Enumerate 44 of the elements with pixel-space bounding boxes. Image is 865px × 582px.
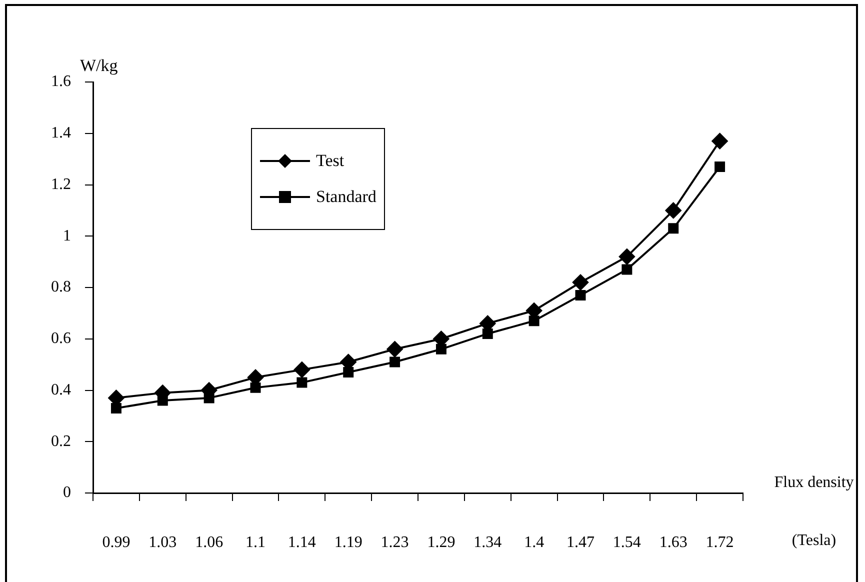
x-tick-label: 1.47: [566, 534, 594, 551]
x-tick-label: 1.34: [474, 534, 502, 551]
x-tick-label: 1.29: [427, 534, 456, 551]
x-tick-label: 1.06: [195, 534, 224, 551]
x-tick-label: 0.99: [102, 534, 130, 551]
x-tick-label: 1.19: [334, 534, 362, 551]
y-tick-label: 0.8: [51, 278, 71, 296]
y-tick-label: 0.2: [51, 432, 71, 450]
point: [343, 367, 354, 378]
y-tick-label: 1.4: [51, 124, 71, 142]
x-tick-label: 1.63: [659, 534, 688, 551]
point: [110, 402, 122, 414]
legend-label: Test: [316, 151, 344, 171]
y-tick-label: 1: [63, 227, 71, 244]
point: [622, 264, 632, 275]
x-tick-label: 1.23: [380, 534, 409, 551]
y-tick-label: 0.6: [51, 330, 71, 348]
point: [714, 162, 726, 172]
legend-label: Standard: [316, 187, 376, 207]
point: [665, 202, 682, 218]
point: [390, 356, 400, 368]
y-axis-title: W/kg: [80, 56, 118, 76]
point: [668, 223, 679, 234]
y-tick-label: 0: [63, 484, 71, 502]
point: [294, 362, 310, 378]
point: [618, 248, 635, 265]
x-tick-label: 1.03: [148, 534, 177, 551]
point: [386, 341, 403, 358]
text: Flux density (Tesla): [774, 474, 854, 549]
point: [436, 344, 446, 354]
point: [572, 274, 588, 290]
x-tick-label: 1.1: [246, 534, 266, 551]
y-tick-label: 1.2: [51, 176, 71, 193]
y-tick-label: 1.6: [51, 73, 71, 90]
point: [528, 316, 540, 326]
x-tick-label: 1.14: [288, 534, 316, 551]
x-tick-label: 1.72: [706, 534, 734, 551]
point: [482, 328, 493, 339]
point: [296, 377, 308, 388]
y-tick-label: 0.4: [51, 381, 71, 398]
x-tick-label: 1.54: [612, 534, 641, 551]
x-tick-label: 1.4: [524, 534, 544, 551]
point: [712, 133, 728, 150]
point: [575, 290, 586, 300]
